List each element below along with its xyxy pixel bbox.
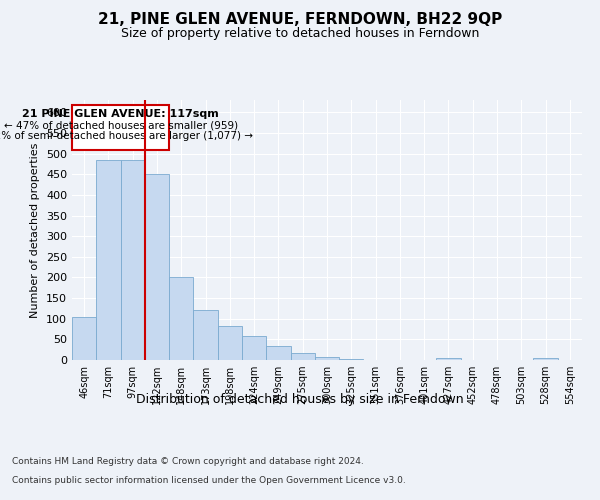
Bar bbox=[242, 336, 266, 360]
Bar bbox=[339, 359, 364, 360]
Bar bbox=[169, 278, 193, 360]
Bar bbox=[315, 356, 339, 360]
Bar bbox=[121, 160, 145, 360]
Bar bbox=[145, 174, 169, 360]
Bar bbox=[436, 358, 461, 360]
Text: Contains public sector information licensed under the Open Government Licence v3: Contains public sector information licen… bbox=[12, 476, 406, 485]
Bar bbox=[290, 354, 315, 360]
Bar bbox=[193, 310, 218, 360]
Text: ← 47% of detached houses are smaller (959): ← 47% of detached houses are smaller (95… bbox=[4, 120, 238, 130]
Bar bbox=[266, 346, 290, 360]
Text: 21, PINE GLEN AVENUE, FERNDOWN, BH22 9QP: 21, PINE GLEN AVENUE, FERNDOWN, BH22 9QP bbox=[98, 12, 502, 28]
Bar bbox=[72, 316, 96, 360]
Bar bbox=[218, 326, 242, 360]
Y-axis label: Number of detached properties: Number of detached properties bbox=[31, 142, 40, 318]
Bar bbox=[96, 160, 121, 360]
Bar bbox=[533, 358, 558, 360]
Text: Contains HM Land Registry data © Crown copyright and database right 2024.: Contains HM Land Registry data © Crown c… bbox=[12, 458, 364, 466]
Text: Distribution of detached houses by size in Ferndown: Distribution of detached houses by size … bbox=[136, 392, 464, 406]
Text: Size of property relative to detached houses in Ferndown: Size of property relative to detached ho… bbox=[121, 28, 479, 40]
Text: 21 PINE GLEN AVENUE: 117sqm: 21 PINE GLEN AVENUE: 117sqm bbox=[22, 110, 219, 120]
Text: 52% of semi-detached houses are larger (1,077) →: 52% of semi-detached houses are larger (… bbox=[0, 131, 253, 141]
Bar bbox=[73, 105, 169, 150]
